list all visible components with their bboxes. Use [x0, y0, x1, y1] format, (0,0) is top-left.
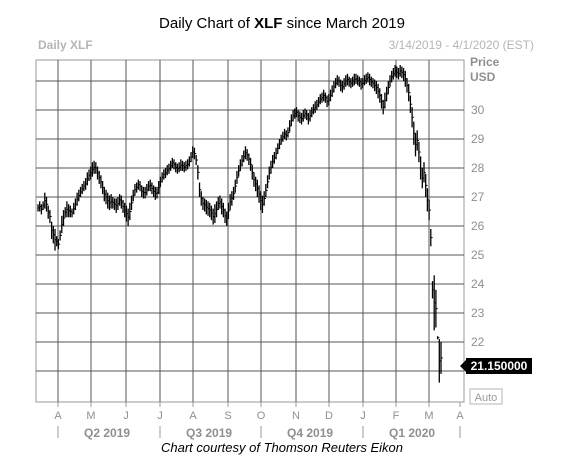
y-tick-label: 27: [471, 190, 485, 204]
month-tick-label: A: [456, 410, 464, 422]
plot-frame: [35, 59, 465, 403]
month-tick-label: M: [424, 410, 433, 422]
month-tick-label: S: [224, 410, 231, 422]
title-ticker: XLF: [254, 15, 282, 32]
chart-label-ticker: XLF: [70, 38, 93, 52]
month-tick-label: J: [360, 410, 366, 422]
price-axis-label: Price: [470, 55, 500, 69]
y-axis-ticks: 22 23 24 25 26 27 28 29 30: [471, 103, 485, 349]
last-price-tag-bg: [466, 358, 532, 374]
month-tick-label: A: [189, 410, 197, 422]
title-prefix: Daily Chart of: [159, 15, 254, 32]
currency-axis-label: USD: [470, 70, 496, 84]
y-tick-label: 24: [471, 277, 485, 291]
last-price-value: 21.150000: [471, 359, 528, 373]
y-tick-label: 28: [471, 161, 485, 175]
chart-label-interval: Daily: [38, 38, 67, 52]
month-tick-label: F: [393, 410, 400, 422]
month-tick-label: J: [123, 410, 129, 422]
quarter-tick-label: Q2 2019: [84, 426, 130, 440]
month-tick-label: D: [325, 410, 333, 422]
y-tick-label: 26: [471, 219, 485, 233]
auto-scale-button-frame[interactable]: [469, 388, 503, 405]
last-price-tag: 21.150000: [460, 358, 532, 374]
auto-scale-button[interactable]: Auto: [469, 388, 503, 405]
quarter-tick-label: Q4 2019: [287, 426, 333, 440]
chart-label: Daily XLF: [38, 38, 93, 52]
x-axis-ticks: A M J J A S O N D J F M A Q2 2019 Q3 2019 Q4 2019 Q1 202…: [54, 402, 464, 440]
month-tick-label: A: [54, 410, 62, 422]
y-tick-label: 25: [471, 248, 485, 262]
date-range-label: 3/14/2019 - 4/1/2020 (EST): [389, 38, 534, 52]
month-tick-label: N: [292, 410, 300, 422]
month-tick-label: O: [257, 410, 266, 422]
y-tick-label: 22: [471, 335, 485, 349]
y-tick-label: 29: [471, 132, 485, 146]
month-tick-label: M: [86, 410, 95, 422]
chart-title: Daily Chart of XLF since March 2019: [159, 15, 405, 32]
last-price-tag-pointer: [460, 360, 466, 372]
price-bars: [37, 65, 443, 383]
month-tick-label: J: [157, 410, 163, 422]
auto-scale-button-label[interactable]: Auto: [475, 392, 498, 404]
y-tick-label: 30: [471, 103, 485, 117]
quarter-tick-label: Q1 2020: [389, 426, 435, 440]
y-tick-label: 23: [471, 306, 485, 320]
chart-credit: Chart courtesy of Thomson Reuters Eikon: [161, 440, 403, 455]
quarter-tick-label: Q3 2019: [186, 426, 232, 440]
title-suffix: since March 2019: [282, 15, 405, 32]
grid-layer: [36, 60, 464, 402]
